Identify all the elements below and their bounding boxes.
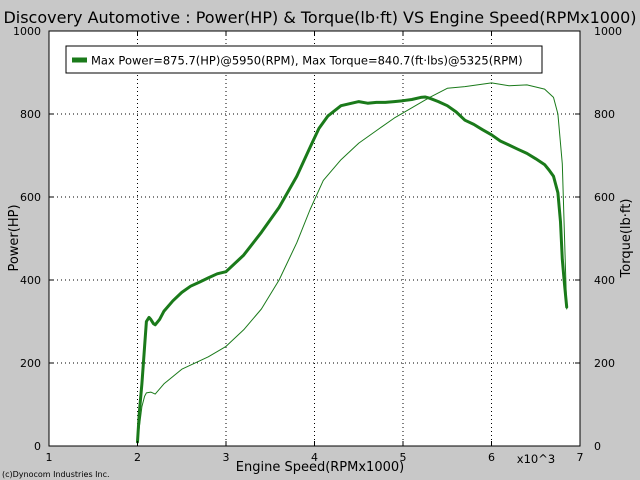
y-tick-label-left: 0 [34,440,41,453]
y-tick-label-right: 400 [594,274,615,287]
x-tick-label: 2 [134,451,141,464]
y-tick-label-right: 800 [594,108,615,121]
y-axis-left-label: Power(HP) [7,204,22,271]
y-tick-label-left: 200 [20,357,41,370]
legend-entry: Max Power=875.7(HP)@5950(RPM), Max Torqu… [91,54,523,68]
x-tick-label: 4 [311,451,318,464]
y-tick-label-right: 0 [594,440,601,453]
power-line [137,82,568,441]
torque-line [136,95,569,444]
y-tick-label-left: 1000 [13,25,41,38]
x-axis-label: Engine Speed(RPMx1000) [236,460,404,475]
legend: Max Power=875.7(HP)@5950(RPM), Max Torqu… [65,45,543,74]
x-tick-label: 5 [400,451,407,464]
legend-box [65,45,543,74]
chart-title: Discovery Automotive : Power(HP) & Torqu… [3,8,636,27]
y-tick-label-left: 800 [20,108,41,121]
footer-credit: (c)Dynocom Industries Inc. [2,470,110,479]
x-tick-label: 6 [488,451,495,464]
y-tick-label-left: 600 [20,191,41,204]
series-layer [136,82,569,444]
y-tick-label-right: 600 [594,191,615,204]
grid-lines [49,31,580,446]
y-tick-label-right: 200 [594,357,615,370]
y-axis-right-label: Torque(lb·ft) [619,199,634,279]
y-tick-label-right: 1000 [594,25,622,38]
y-tick-label-left: 400 [20,274,41,287]
x-tick-label: 3 [223,451,230,464]
x-axis-multiplier: x10^3 [517,452,555,466]
x-tick-label: 7 [577,451,584,464]
plot-area [48,30,581,447]
x-tick-label: 1 [46,451,53,464]
